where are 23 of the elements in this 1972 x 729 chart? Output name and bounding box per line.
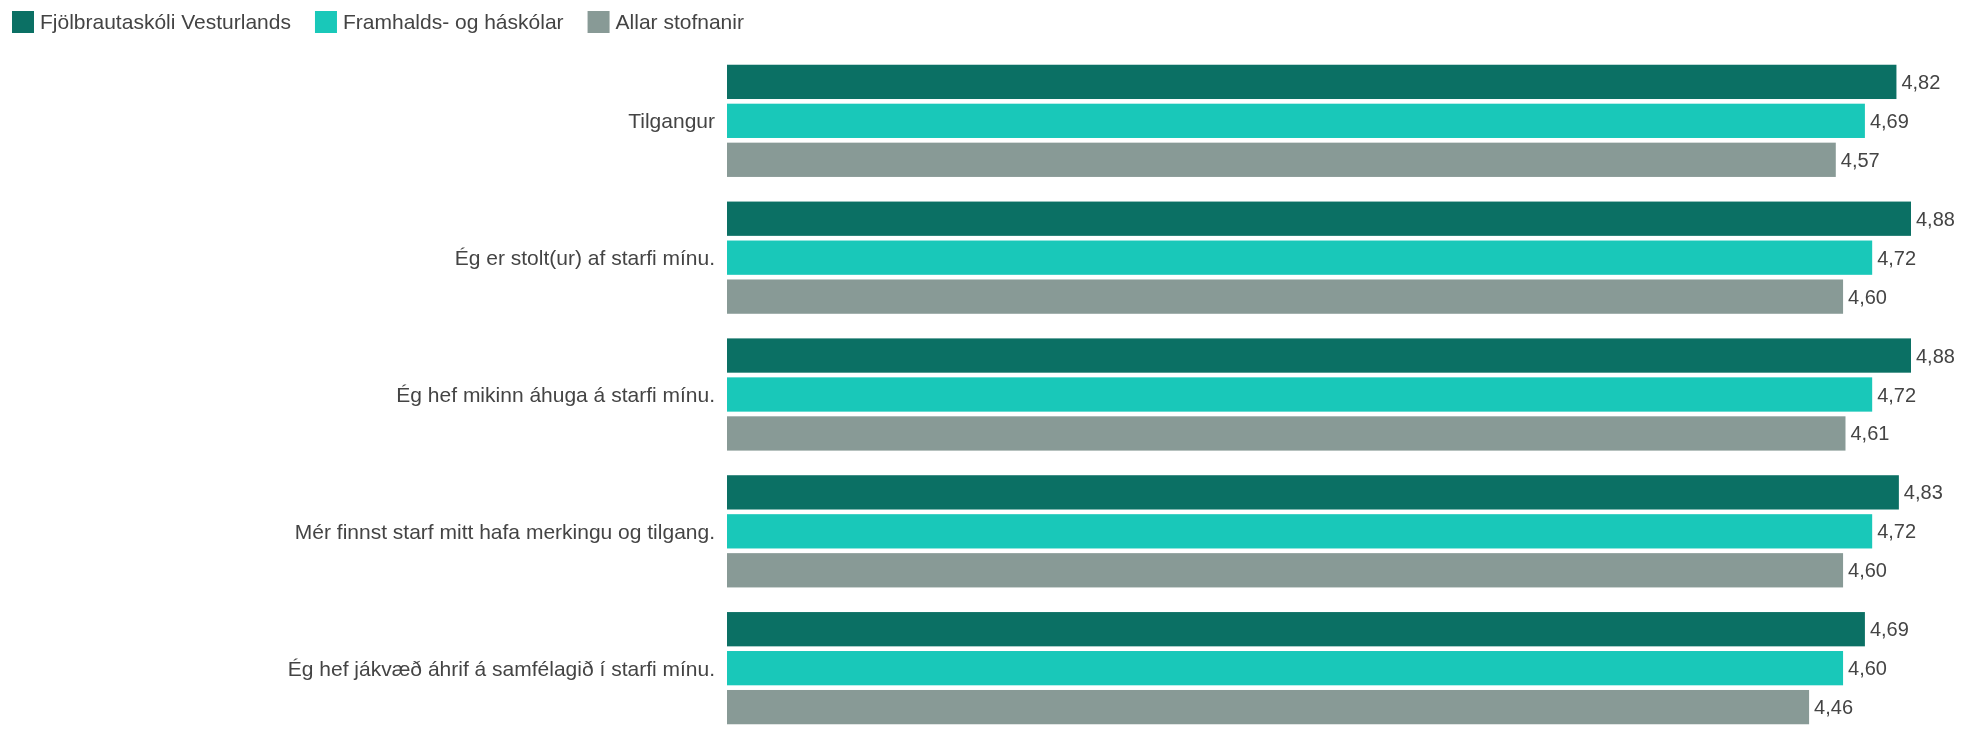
- data-label: 4,61: [1850, 422, 1890, 445]
- legend-label: Framhalds- og háskólar: [342, 10, 564, 34]
- y-tick-label: Ég hef mikinn áhuga á starfi mínu.: [396, 382, 715, 406]
- data-label: 4,46: [1814, 696, 1854, 719]
- data-label: 4,60: [1848, 559, 1887, 582]
- legend-label: Fjölbrautaskóli Vesturlands: [40, 10, 291, 34]
- data-label: 4,60: [1848, 657, 1887, 680]
- data-label: 4,69: [1869, 109, 1909, 132]
- y-tick-label: Ég er stolt(ur) af starfi mínu.: [454, 246, 715, 270]
- legend-label: Allar stofnanir: [615, 10, 744, 34]
- data-label: 4,57: [1840, 148, 1880, 171]
- y-tick-label: Mér finnst starf mitt hafa merkingu og tilgang.: [294, 519, 715, 543]
- data-label: 4,60: [1848, 285, 1887, 308]
- y-tick-label: Ég hef jákvæð áhrif á samfélagið í starfi mínu.: [287, 656, 715, 680]
- data-label: 4,72: [1877, 520, 1917, 543]
- y-tick-label: Tilgangur: [628, 109, 715, 133]
- data-label: 4,88: [1916, 344, 1955, 367]
- data-label: 4,72: [1877, 383, 1917, 406]
- data-label: 4,88: [1916, 207, 1955, 230]
- data-label: 4,69: [1869, 618, 1909, 641]
- data-label: 4,72: [1877, 246, 1917, 269]
- data-label: 4,82: [1901, 70, 1941, 93]
- data-label: 4,83: [1903, 481, 1943, 504]
